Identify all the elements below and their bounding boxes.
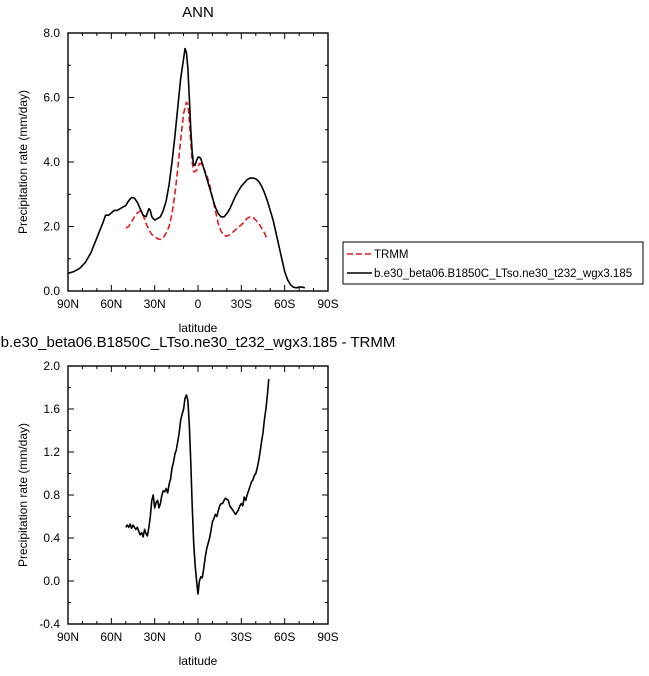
legend-label-model: b.e30_beta06.B1850C_LTso.ne30_t232_wgx3.… — [374, 268, 632, 280]
plot-frame — [67, 32, 329, 292]
x-tick-label: 60N — [100, 630, 122, 644]
series-line-1 — [67, 47, 306, 289]
x-tick-label: 60S — [274, 297, 295, 311]
x-tick-label: 90S — [317, 297, 338, 311]
chart-title: b.e30_beta06.B1850C_LTso.ne30_t232_wgx3.… — [1, 334, 396, 351]
legend: TRMM b.e30_beta06.B1850C_LTso.ne30_t232_… — [342, 241, 644, 285]
x-axis-label: latitude — [179, 321, 218, 335]
y-tick-label: 8.0 — [43, 26, 60, 40]
y-axis-label: Precipitation rate (mm/day) — [16, 90, 30, 234]
x-tick-label: 90N — [57, 630, 79, 644]
x-tick-label: 0 — [195, 630, 202, 644]
y-tick-label: 0.8 — [43, 488, 60, 502]
y-axis-label: Precipitation rate (mm/day) — [16, 423, 30, 567]
legend-label-trmm: TRMM — [374, 249, 409, 261]
series-line-0 — [125, 101, 269, 241]
y-tick-label: -0.4 — [39, 617, 60, 631]
y-tick-label: 2.0 — [43, 220, 60, 234]
y-tick-label: 2.0 — [43, 359, 60, 373]
y-tick-label: 0.0 — [43, 574, 60, 588]
y-tick-label: 0.0 — [43, 284, 60, 298]
x-tick-label: 60S — [274, 630, 295, 644]
annual-precip-chart: ANN latitude Precipitation rate (mm/day)… — [16, 4, 339, 335]
x-tick-label: 90N — [57, 297, 79, 311]
y-tick-label: 1.2 — [43, 445, 60, 459]
x-tick-label: 30S — [231, 630, 252, 644]
y-tick-label: 1.6 — [43, 402, 60, 416]
plot-frame — [67, 365, 329, 625]
x-axis-label: latitude — [179, 654, 218, 668]
difference-chart: b.e30_beta06.B1850C_LTso.ne30_t232_wgx3.… — [1, 334, 396, 668]
x-tick-label: 0 — [195, 297, 202, 311]
series-line-0 — [125, 378, 270, 595]
x-tick-label: 30N — [144, 630, 166, 644]
y-tick-label: 0.4 — [43, 531, 60, 545]
x-tick-label: 30S — [231, 297, 252, 311]
x-tick-label: 90S — [317, 630, 338, 644]
chart-title: ANN — [182, 4, 214, 21]
y-tick-label: 4.0 — [43, 155, 60, 169]
y-tick-label: 6.0 — [43, 91, 60, 105]
x-tick-label: 30N — [144, 297, 166, 311]
x-tick-label: 60N — [100, 297, 122, 311]
legend-frame — [342, 241, 644, 285]
